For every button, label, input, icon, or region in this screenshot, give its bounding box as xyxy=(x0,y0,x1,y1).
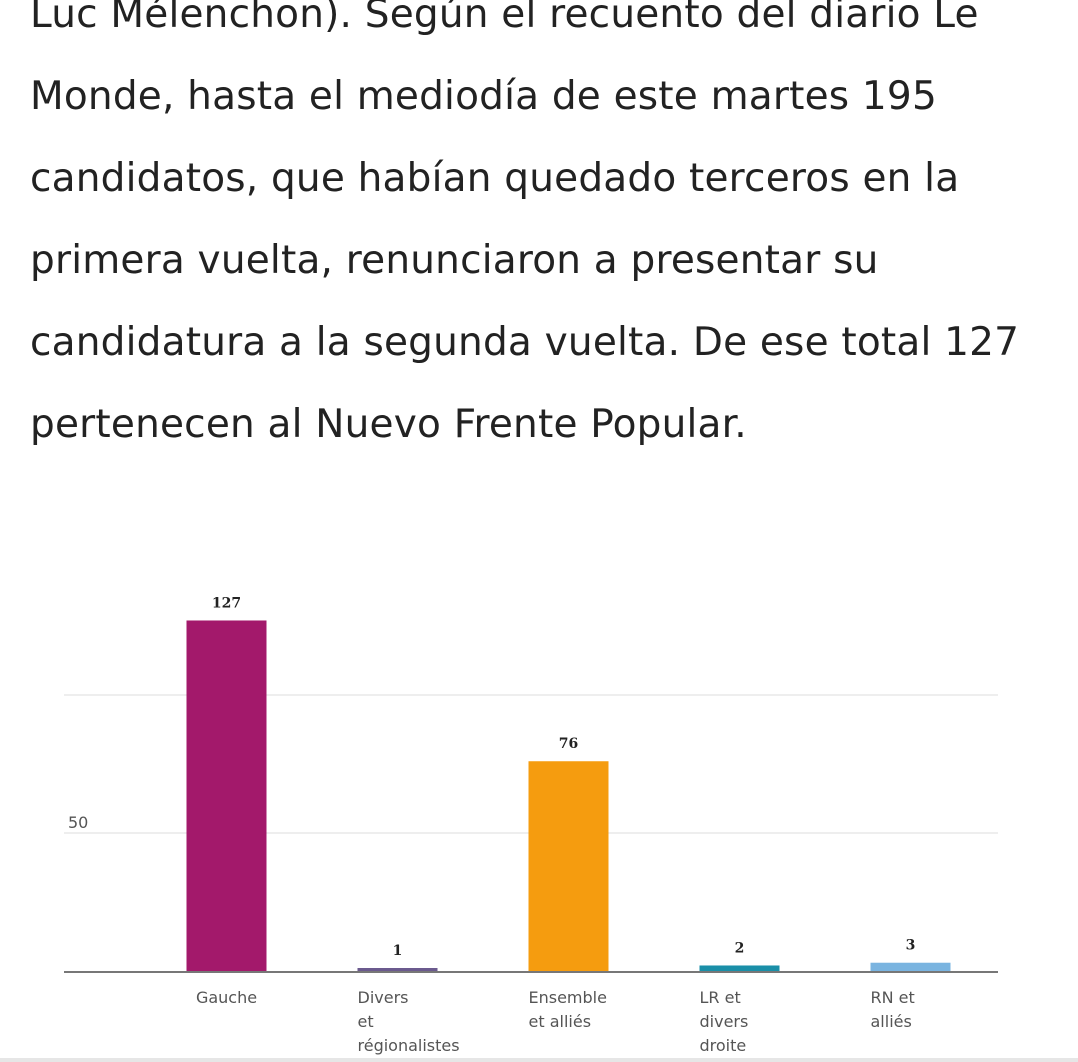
value-label: 127 xyxy=(212,595,241,611)
bar xyxy=(357,968,438,971)
article-paragraph: Luc Mélenchon). Según el recuento del di… xyxy=(30,0,1020,447)
category-label: RN et xyxy=(871,988,915,1007)
category-label: et alliés xyxy=(529,1012,592,1031)
value-label: 3 xyxy=(906,938,916,954)
value-label: 76 xyxy=(559,736,578,752)
bottom-divider xyxy=(0,1058,1078,1062)
category-label: régionalistes xyxy=(358,1036,460,1055)
category-label: alliés xyxy=(871,1012,912,1031)
bar-chart: 50 127 Gauche 1 Divers et régionalistes 76 Ensem… xyxy=(0,570,1078,1062)
category-label: et xyxy=(358,1012,374,1031)
bar-chart-svg: 50 127 Gauche 1 Divers et régionalistes 76 Ensem… xyxy=(64,595,998,1055)
bar xyxy=(528,761,609,971)
category-label: LR et xyxy=(700,988,741,1007)
category-label: droite xyxy=(700,1036,747,1055)
category-label: Ensemble xyxy=(529,988,607,1007)
category-label: divers xyxy=(700,1012,749,1031)
bar xyxy=(870,962,951,971)
category-label: Divers xyxy=(358,988,409,1007)
category-label: Gauche xyxy=(196,988,257,1007)
y-tick-label: 50 xyxy=(68,813,88,832)
bar xyxy=(699,965,780,971)
value-label: 2 xyxy=(735,940,745,956)
value-label: 1 xyxy=(393,943,403,959)
bar xyxy=(186,620,267,971)
